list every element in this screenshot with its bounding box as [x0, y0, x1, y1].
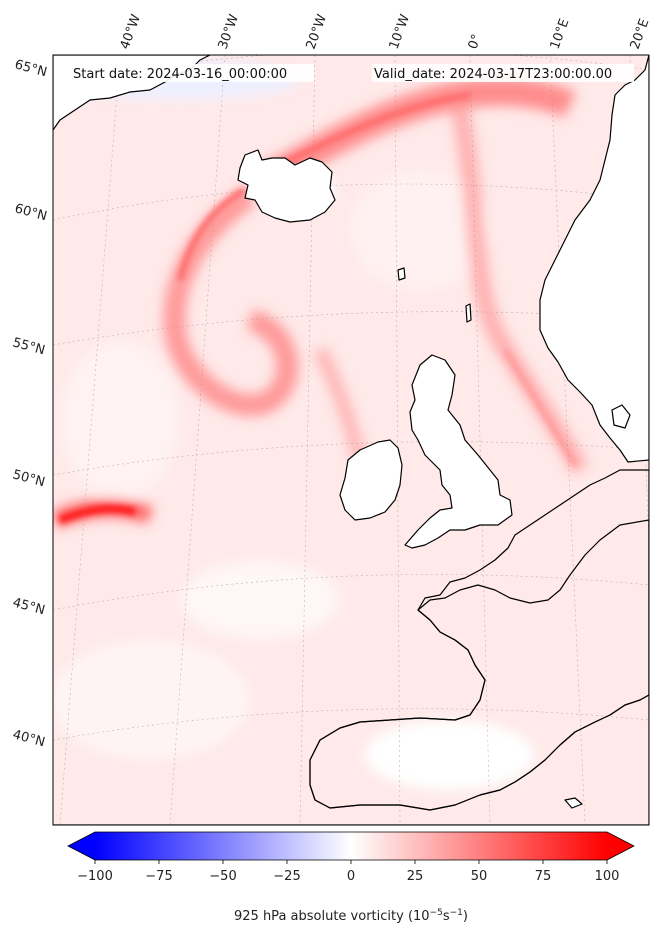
lat-label-65n: 65°N	[13, 57, 49, 80]
colorbar-tick-label: −25	[273, 869, 300, 884]
lon-label-10w: 10°W	[387, 12, 413, 51]
colorbar-tick-label: 0	[347, 869, 355, 884]
lon-label-40w: 40°W	[118, 12, 144, 51]
colorbar-tick-label: −75	[145, 869, 172, 884]
colorbar-tick-label: 50	[471, 869, 488, 884]
colorbar-tick-label: −100	[77, 869, 113, 884]
colorbar: −100 −75 −50 −25 0 25 50 75 100 925 hPa absolute…	[67, 831, 635, 924]
longitude-labels: 40°W 30°W 20°W 10°W 0° 10°E 20°E	[118, 12, 653, 51]
colorbar-ticks: −100 −75 −50 −25 0 25 50 75 100	[77, 860, 619, 884]
start-date-label: Start date: 2024-03-16_00:00:00	[73, 67, 287, 82]
colorbar-extend-min	[68, 832, 95, 860]
map-panel	[53, 55, 649, 825]
colorbar-tick-label: 100	[595, 869, 620, 884]
lon-label-20w: 20°W	[304, 12, 330, 51]
lon-label-0: 0°	[466, 32, 485, 51]
latitude-labels: 65°N 60°N 55°N 50°N 45°N 40°N	[11, 57, 49, 750]
colorbar-gradient	[95, 832, 607, 860]
lat-label-55n: 55°N	[11, 335, 47, 358]
lon-label-30w: 30°W	[216, 12, 242, 51]
colorbar-tick-label: 25	[407, 869, 424, 884]
valid-date-label: Valid_date: 2024-03-17T23:00:00.00	[374, 67, 612, 82]
lat-label-60n: 60°N	[13, 201, 49, 224]
colorbar-extend-max	[607, 832, 634, 860]
lon-label-20e: 20°E	[628, 17, 653, 52]
lon-label-10e: 10°E	[548, 17, 573, 52]
lat-label-40n: 40°N	[11, 727, 47, 750]
colorbar-tick-label: −50	[209, 869, 236, 884]
lat-label-45n: 45°N	[11, 595, 47, 618]
colorbar-tick-label: 75	[535, 869, 552, 884]
lat-label-50n: 50°N	[11, 467, 47, 490]
colorbar-label: 925 hPa absolute vorticity (10−5s−1)	[234, 908, 468, 924]
header: Start date: 2024-03-16_00:00:00 Valid_da…	[66, 64, 634, 82]
map-frame	[52, 54, 650, 826]
